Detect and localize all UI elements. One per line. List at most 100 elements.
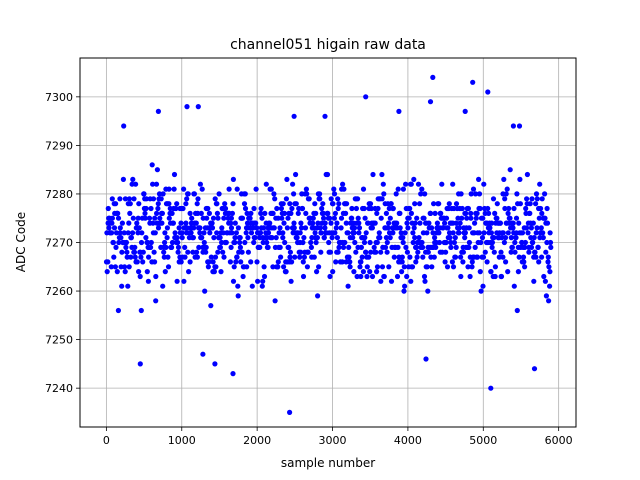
data-point bbox=[488, 230, 494, 236]
data-point bbox=[468, 191, 474, 197]
data-point bbox=[135, 230, 141, 236]
data-point bbox=[259, 283, 265, 289]
data-point bbox=[119, 283, 125, 289]
data-point bbox=[334, 235, 340, 241]
data-point bbox=[140, 249, 146, 255]
data-point bbox=[308, 239, 314, 246]
data-point bbox=[215, 215, 221, 221]
data-point bbox=[457, 220, 463, 226]
data-point bbox=[460, 259, 466, 265]
data-point bbox=[255, 278, 261, 284]
data-point bbox=[113, 201, 119, 207]
data-point bbox=[450, 181, 456, 187]
data-point bbox=[438, 210, 444, 216]
data-point bbox=[336, 244, 342, 250]
data-point bbox=[121, 230, 127, 236]
data-point bbox=[489, 239, 495, 246]
data-point bbox=[480, 254, 487, 260]
data-point bbox=[172, 230, 178, 236]
data-point bbox=[412, 235, 418, 241]
data-point bbox=[529, 196, 535, 202]
data-point bbox=[417, 201, 423, 207]
data-point bbox=[216, 191, 222, 197]
data-point bbox=[205, 205, 211, 212]
data-point bbox=[130, 176, 136, 182]
data-point bbox=[116, 239, 122, 246]
data-point bbox=[522, 264, 528, 270]
data-point bbox=[328, 196, 334, 202]
data-point bbox=[244, 264, 250, 270]
data-point bbox=[547, 230, 553, 236]
data-point bbox=[197, 181, 203, 187]
data-point bbox=[412, 220, 418, 226]
data-point bbox=[388, 278, 395, 284]
data-point bbox=[310, 220, 316, 226]
data-point bbox=[381, 273, 387, 280]
data-point bbox=[375, 205, 381, 212]
x-tick-label: 1000 bbox=[168, 434, 196, 447]
data-point bbox=[539, 254, 545, 260]
data-point bbox=[533, 254, 539, 260]
data-point bbox=[275, 264, 281, 270]
data-point bbox=[150, 196, 157, 202]
data-point bbox=[327, 215, 333, 221]
outlier-point bbox=[510, 123, 516, 129]
data-point bbox=[310, 215, 316, 221]
data-point bbox=[304, 264, 310, 270]
data-point bbox=[515, 269, 522, 275]
data-point bbox=[448, 244, 454, 250]
data-point bbox=[169, 244, 175, 250]
data-point bbox=[233, 230, 239, 236]
data-point bbox=[280, 230, 286, 236]
data-point bbox=[377, 235, 383, 241]
data-point bbox=[524, 196, 530, 202]
data-point bbox=[359, 254, 365, 260]
data-point bbox=[533, 201, 539, 207]
data-point bbox=[379, 196, 385, 202]
data-point bbox=[418, 191, 424, 197]
data-point bbox=[277, 225, 283, 231]
data-point bbox=[494, 201, 500, 207]
data-point bbox=[353, 249, 359, 255]
data-point bbox=[379, 171, 385, 178]
data-point bbox=[333, 259, 339, 265]
data-point bbox=[154, 167, 160, 173]
data-point bbox=[252, 235, 258, 241]
data-point bbox=[122, 264, 128, 270]
data-point bbox=[205, 264, 211, 270]
data-point bbox=[352, 239, 358, 246]
data-point bbox=[404, 273, 410, 280]
data-point bbox=[130, 230, 136, 236]
data-point bbox=[443, 249, 449, 255]
data-point bbox=[193, 220, 199, 226]
data-point bbox=[178, 259, 184, 265]
data-point bbox=[539, 196, 545, 202]
data-point bbox=[424, 264, 430, 270]
data-point bbox=[439, 181, 445, 187]
data-point bbox=[326, 239, 332, 246]
data-point bbox=[138, 239, 145, 246]
data-point bbox=[331, 215, 337, 221]
data-point bbox=[456, 225, 462, 231]
data-point bbox=[176, 225, 182, 231]
data-point bbox=[175, 244, 182, 250]
data-point bbox=[155, 225, 162, 231]
data-point bbox=[400, 186, 406, 192]
data-point bbox=[161, 254, 167, 260]
data-point bbox=[119, 249, 125, 255]
data-point bbox=[478, 239, 484, 246]
data-point bbox=[533, 230, 539, 236]
data-point bbox=[220, 230, 226, 236]
data-point bbox=[132, 244, 138, 250]
data-point bbox=[331, 191, 338, 197]
data-point bbox=[347, 264, 353, 270]
data-point bbox=[374, 210, 380, 216]
data-point bbox=[360, 186, 367, 192]
data-point bbox=[434, 220, 440, 226]
data-point bbox=[111, 225, 118, 231]
data-point bbox=[318, 249, 324, 255]
data-point bbox=[358, 244, 364, 250]
data-point bbox=[362, 235, 368, 241]
data-point bbox=[278, 205, 284, 212]
data-point bbox=[321, 215, 327, 221]
